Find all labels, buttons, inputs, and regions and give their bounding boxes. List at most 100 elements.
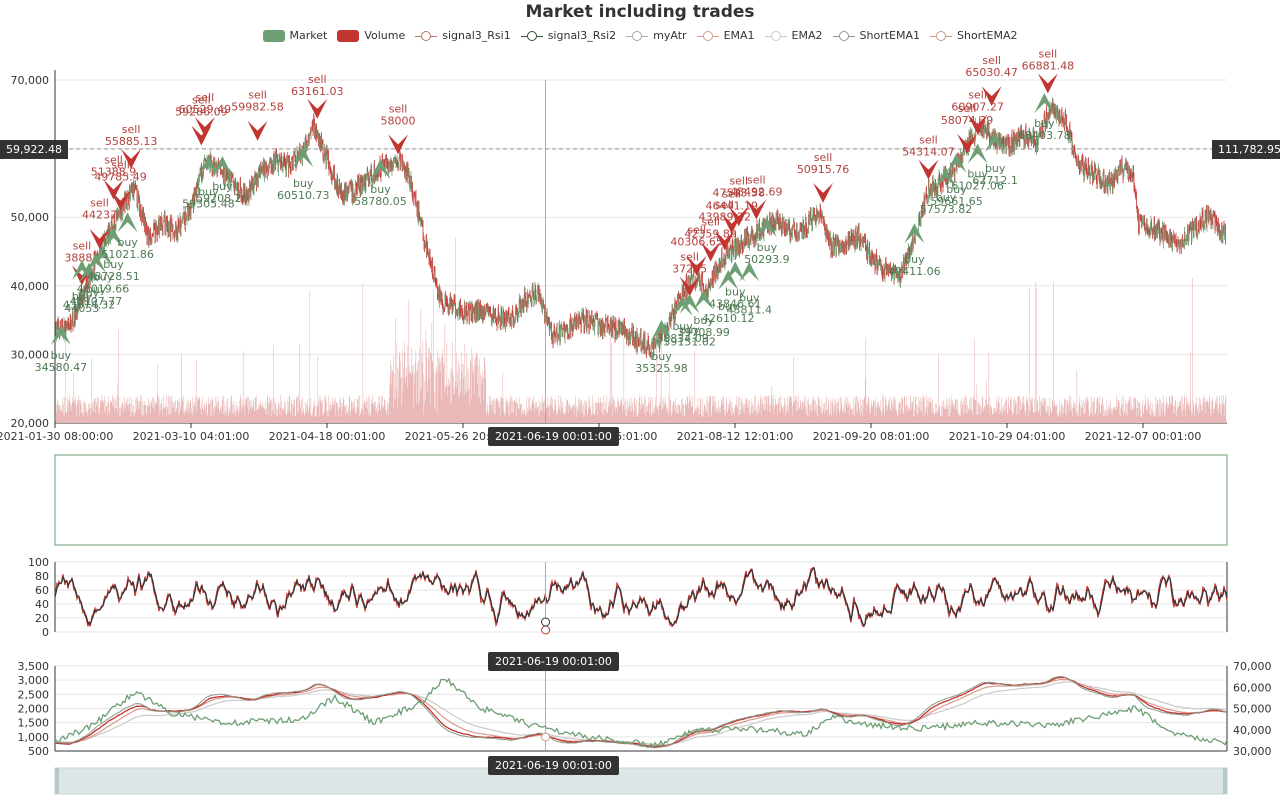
volume-bar: [912, 400, 914, 423]
x-tick-label: 2021-04-18 00:01:00: [269, 430, 386, 443]
zoom-handle-left[interactable]: [55, 768, 59, 794]
rsi-crosshair-dot: [541, 625, 551, 635]
volume-bar: [229, 407, 231, 423]
volume-bar: [492, 404, 493, 423]
volume-bar: [210, 398, 212, 423]
volume-bar: [831, 416, 832, 423]
volume-bar: [279, 414, 280, 423]
volume-bar: [949, 416, 951, 423]
volume-bar: [322, 414, 324, 423]
volume-bar: [689, 395, 691, 423]
legend-item[interactable]: ShortEMA1: [832, 29, 920, 42]
volume-bar: [711, 412, 712, 423]
legend-item[interactable]: signal3_Rsi1: [415, 29, 511, 42]
volume-bar: [801, 410, 802, 423]
legend-item[interactable]: ShortEMA2: [930, 29, 1017, 42]
volume-bar: [287, 399, 289, 423]
volume-bar: [73, 401, 74, 423]
volume-bar: [358, 395, 360, 423]
volume-bar: [258, 403, 260, 423]
volume-bar: [857, 413, 859, 423]
volume-bar: [195, 396, 196, 423]
volume-bar: [385, 404, 386, 423]
volume-bar: [945, 404, 947, 423]
zoom-handle-right[interactable]: [1223, 768, 1227, 794]
volume-bar: [935, 413, 936, 423]
volume-bar: [915, 396, 917, 423]
volume-bar: [588, 408, 589, 423]
volume-bar: [610, 336, 611, 423]
volume-bar: [451, 401, 452, 423]
volume-bar: [760, 395, 762, 423]
volume-bar: [1138, 414, 1139, 423]
volume-bar: [224, 415, 226, 423]
volume-bar: [293, 408, 295, 423]
buy-label: buy: [72, 290, 93, 303]
volume-bar: [503, 398, 504, 423]
volume-bar: [253, 400, 255, 423]
volume-bar: [242, 407, 243, 423]
volume-bar: [74, 399, 76, 423]
volume-bar: [510, 401, 511, 423]
volume-bar: [504, 412, 505, 423]
volume-bar: [1210, 415, 1211, 423]
volume-bar: [79, 415, 80, 423]
volume-bar: [1103, 405, 1104, 423]
volume-bar: [684, 415, 686, 423]
volume-bar: [537, 407, 538, 423]
volume-bar: [913, 396, 915, 423]
market-candles: [55, 96, 1226, 360]
volume-bar: [141, 413, 143, 423]
volume-bar: [1014, 397, 1015, 423]
legend-label: Market: [289, 28, 328, 42]
volume-bar: [1033, 412, 1035, 423]
legend-item[interactable]: EMA1: [696, 29, 755, 42]
volume-bar: [966, 412, 968, 423]
volume-bar: [814, 411, 815, 423]
legend-item[interactable]: myAtr: [626, 29, 687, 42]
volume-bar: [452, 342, 453, 423]
atr-right-tick-label: 70,000: [1233, 660, 1272, 673]
volume-bar: [1083, 399, 1084, 423]
legend-item[interactable]: Volume: [337, 29, 405, 42]
volume-bar: [1136, 407, 1138, 423]
volume-bar: [325, 396, 326, 423]
volume-bar: [863, 399, 864, 423]
volume-bar: [361, 408, 363, 423]
volume-bar: [794, 400, 795, 423]
volume-bar: [67, 406, 68, 423]
volume-bar: [695, 408, 696, 423]
volume-bar: [252, 406, 254, 423]
volume-bar: [479, 358, 480, 423]
volume-bar: [645, 415, 647, 423]
volume-bar: [931, 402, 933, 423]
volume-bar: [872, 407, 874, 423]
legend-item[interactable]: Market: [262, 28, 328, 42]
volume-bar: [280, 408, 282, 423]
volume-bar: [799, 408, 801, 423]
volume-bar: [616, 406, 617, 423]
volume-bar: [1089, 416, 1091, 423]
volume-bar: [219, 413, 221, 423]
volume-bar: [697, 408, 698, 423]
volume-bar: [446, 384, 447, 423]
volume-bar: [957, 399, 959, 423]
volume-bar: [928, 397, 930, 423]
volume-bar: [337, 402, 338, 423]
volume-bar: [1035, 411, 1036, 423]
volume-bar: [67, 397, 69, 423]
volume-bar: [640, 404, 642, 423]
volume-bar: [1069, 401, 1070, 423]
volume-bar: [343, 397, 344, 423]
volume-bar: [188, 401, 189, 423]
volume-bar: [471, 399, 472, 423]
volume-bar: [751, 407, 752, 423]
legend-item[interactable]: EMA2: [764, 29, 823, 42]
volume-bar: [455, 237, 456, 423]
volume-bar: [243, 405, 244, 423]
volume-bar: [358, 408, 359, 423]
volume-bar: [148, 397, 150, 423]
volume-bar: [553, 410, 555, 423]
legend-item[interactable]: signal3_Rsi2: [520, 29, 616, 42]
volume-bar: [231, 395, 232, 423]
